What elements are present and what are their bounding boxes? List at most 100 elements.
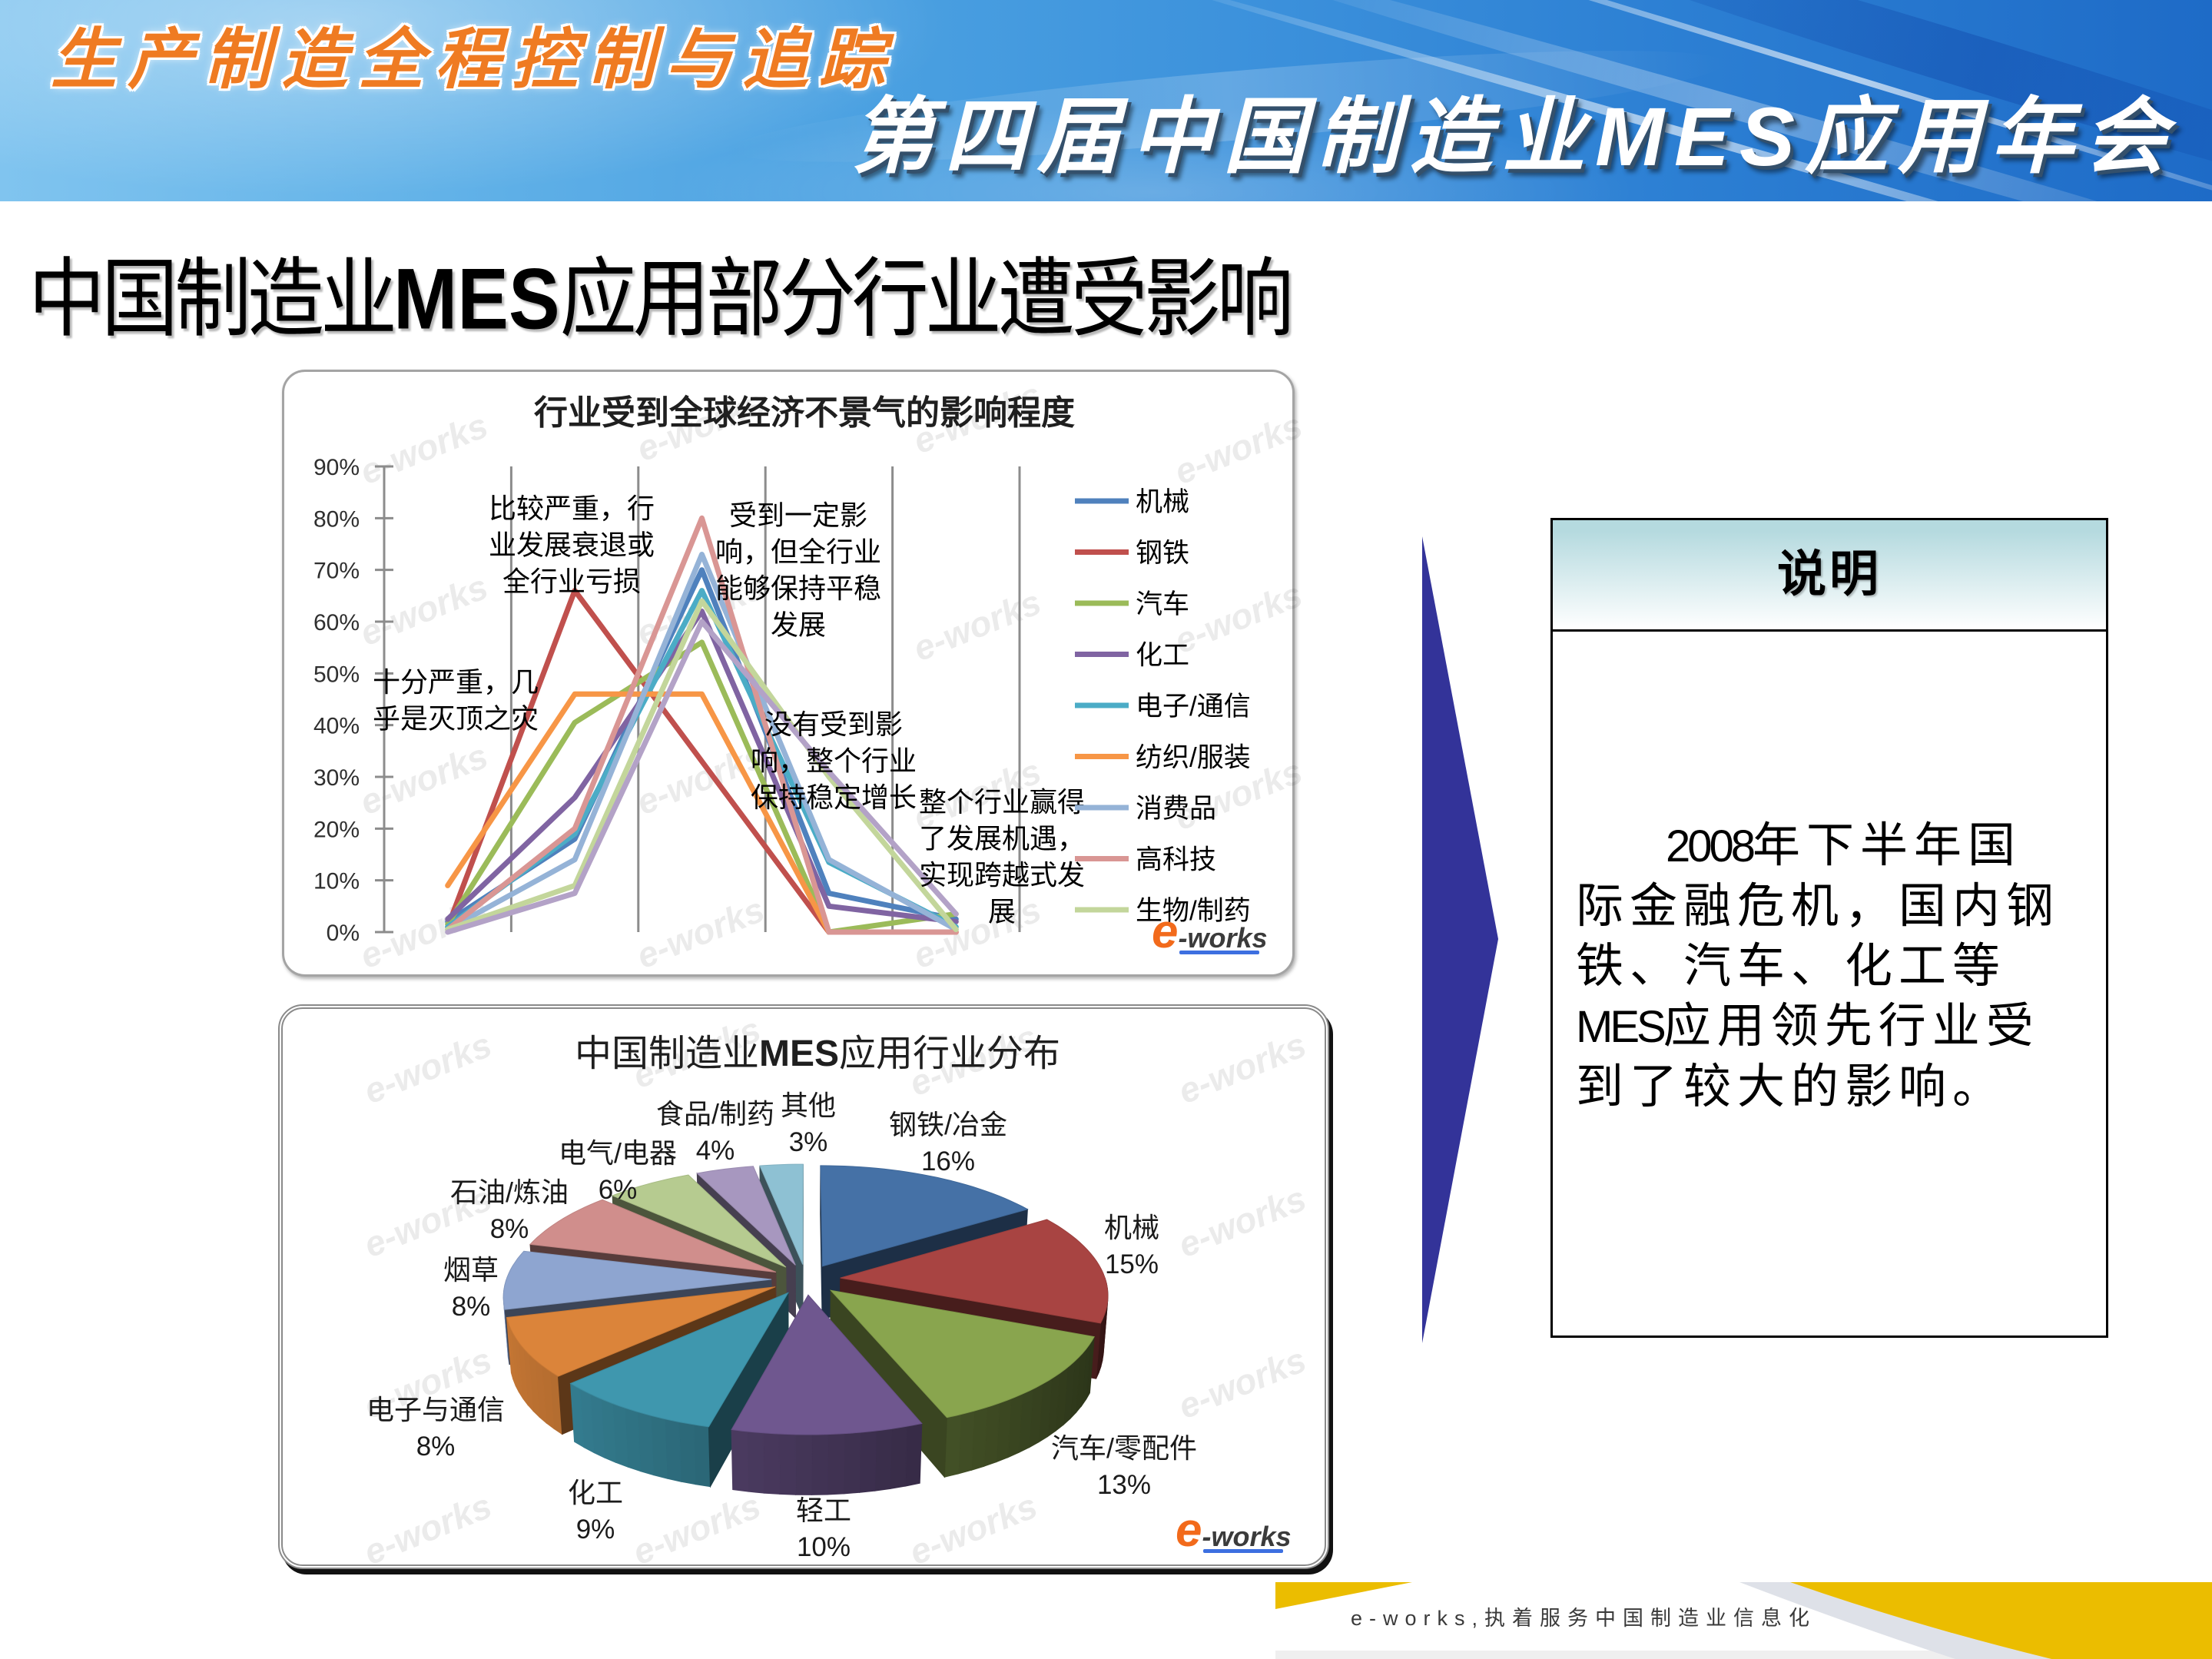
watermark-text: e-works bbox=[904, 1485, 1043, 1572]
pie-category-label: 石油/炼油 bbox=[450, 1176, 569, 1208]
description-panel: 说明 2008年下半年国 际金融危机，国内钢 铁、汽车、化工等 MES应用领先行业受到… bbox=[1550, 518, 2108, 1338]
pie-slice-side bbox=[874, 1428, 893, 1491]
latin-text-run: MES bbox=[759, 1034, 839, 1074]
category-annotation-line: 发展 bbox=[771, 609, 826, 641]
legend-item: 高科技 bbox=[1075, 845, 1216, 875]
pie-slice bbox=[731, 1294, 923, 1495]
watermark-text: e-works bbox=[354, 566, 493, 653]
pie-chart-panel: e-works e-works e-works e-works e-works e-wor… bbox=[278, 1004, 1329, 1572]
pie-data-label: 轻工 10% bbox=[796, 1495, 851, 1562]
pie-slice-side bbox=[762, 1432, 781, 1495]
pie-slice-side bbox=[664, 1418, 682, 1482]
slide-title-suffix: 应用部分行业遭受影响 bbox=[559, 251, 1294, 348]
category-annotation-line: 受到一定影 bbox=[729, 499, 867, 531]
watermark-text: e-works bbox=[354, 735, 493, 822]
watermark-text: e-works bbox=[907, 582, 1046, 669]
pie-slice-top bbox=[829, 1289, 1095, 1418]
legend-label: 化工 bbox=[1136, 641, 1189, 671]
category-annotation-line: 全行业亏损 bbox=[502, 566, 641, 597]
pie-data-label: 其他 3% bbox=[781, 1090, 836, 1157]
pie-slice-side bbox=[794, 1434, 813, 1495]
legend-item: 纺织/服装 bbox=[1075, 743, 1251, 773]
slide-title-prefix: 中国制造业 bbox=[28, 251, 397, 348]
description-heading: 说明 bbox=[1553, 520, 2106, 632]
pie-slice-top bbox=[529, 1199, 777, 1272]
pie-percent-label: 8% bbox=[452, 1292, 491, 1322]
pie-data-label: 电子与通信 8% bbox=[366, 1394, 505, 1462]
eworks-logo: e-works bbox=[1176, 1504, 1292, 1557]
pie-percent-label: 8% bbox=[416, 1432, 456, 1462]
footer-yellow-wedge bbox=[1275, 1582, 1412, 1609]
watermark-text: e-works bbox=[1172, 1178, 1312, 1265]
pie-category-label: 电子与通信 bbox=[366, 1394, 505, 1425]
pie-slice-side bbox=[827, 1433, 845, 1495]
pie-slice-side bbox=[858, 1430, 877, 1493]
eworks-logo-text: e-works bbox=[1176, 1504, 1292, 1557]
pie-slices bbox=[502, 1163, 1109, 1495]
pie-data-label: 电气/电器 6% bbox=[559, 1137, 677, 1205]
conference-banner: 生产制造全程控制与追踪 第四届中国制造业MES应用年会 bbox=[0, 0, 2212, 201]
category-annotation-line: 响，整个行业 bbox=[751, 745, 917, 777]
pie-percent-label: 15% bbox=[1105, 1249, 1159, 1279]
y-axis-tick-label: 60% bbox=[313, 610, 360, 635]
series-lines bbox=[445, 515, 959, 935]
series-line bbox=[445, 619, 959, 935]
legend-label: 机械 bbox=[1136, 487, 1189, 517]
legend-label: 纺织/服装 bbox=[1136, 743, 1251, 773]
category-annotation-line: 整个行业赢得 bbox=[919, 786, 1085, 818]
category-annotation-line: 能够保持平稳 bbox=[715, 572, 881, 604]
category-annotation-line: 实现跨越式发 bbox=[919, 859, 1085, 891]
legend-label: 钢铁 bbox=[1136, 539, 1189, 569]
category-annotations: 十分严重，几乎是灭顶之灾比较严重，行业发展衰退或全行业亏损受到一定影响，但全行业… bbox=[373, 493, 1085, 927]
legend-item: 消费品 bbox=[1075, 794, 1216, 824]
footer-swoosh-graphic bbox=[1275, 1582, 2212, 1659]
banner-title-prefix: 第四届中国制造业 bbox=[851, 90, 1596, 183]
banner-title-latin: MES bbox=[1595, 90, 1806, 183]
line-chart-title: 行业受到全球经济不景气的影响程度 bbox=[534, 393, 1075, 432]
triangle-right-icon bbox=[1422, 536, 1498, 1343]
latin-text-run: MES bbox=[1576, 1002, 1666, 1052]
category-annotation-line: 乎是灭顶之灾 bbox=[373, 703, 539, 735]
pie-percent-label: 10% bbox=[797, 1532, 851, 1562]
y-axis-tick-label: 0% bbox=[327, 921, 360, 946]
pie-slice-top bbox=[696, 1166, 796, 1266]
pie-percent-label: 3% bbox=[789, 1127, 828, 1157]
footer-yellow-swoosh bbox=[1790, 1582, 2212, 1659]
pie-slice-top bbox=[840, 1219, 1109, 1324]
description-line: 到了较大的影响。 bbox=[1576, 1060, 2007, 1113]
slide-title-latin: MES bbox=[393, 251, 560, 348]
pie-slice-top bbox=[820, 1165, 1029, 1267]
eworks-logo-text: e-works bbox=[1152, 905, 1268, 958]
watermark-text: e-works bbox=[627, 1485, 766, 1572]
pie-percent-label: 6% bbox=[599, 1175, 638, 1205]
y-axis-tick-label: 40% bbox=[313, 714, 360, 739]
pie-percent-label: 9% bbox=[576, 1515, 615, 1545]
watermark-text: e-works bbox=[1172, 1339, 1312, 1426]
pie-slice-side bbox=[693, 1424, 711, 1488]
pie-data-label: 钢铁/冶金 16% bbox=[889, 1109, 1007, 1176]
pie-percent-label: 16% bbox=[921, 1146, 975, 1176]
pie-slice-side bbox=[904, 1422, 923, 1487]
description-line: 2008年下半年国 bbox=[1666, 819, 2022, 872]
category-annotation-line: 响，但全行业 bbox=[715, 536, 881, 568]
legend-label: 电子/通信 bbox=[1136, 692, 1251, 722]
category-annotation-line: 没有受到影 bbox=[764, 708, 903, 740]
description-body: 2008年下半年国 际金融危机，国内钢 铁、汽车、化工等 MES应用领先行业受 到了较大… bbox=[1553, 632, 2106, 1117]
pie-data-label: 烟草 8% bbox=[443, 1254, 499, 1322]
pie-category-label: 烟草 bbox=[443, 1254, 499, 1286]
pie-data-label: 化工 9% bbox=[568, 1477, 623, 1545]
legend-label: 高科技 bbox=[1136, 845, 1216, 875]
y-axis-tick-label: 90% bbox=[313, 455, 360, 480]
pie-data-label: 汽车/零配件 13% bbox=[1051, 1432, 1197, 1500]
legend-label: 消费品 bbox=[1136, 794, 1216, 824]
watermark-text: e-works bbox=[1169, 574, 1308, 661]
slide-title: 中国制造业MES应用部分行业遭受影响 bbox=[28, 251, 1294, 348]
pie-data-label: 机械 15% bbox=[1104, 1212, 1159, 1279]
